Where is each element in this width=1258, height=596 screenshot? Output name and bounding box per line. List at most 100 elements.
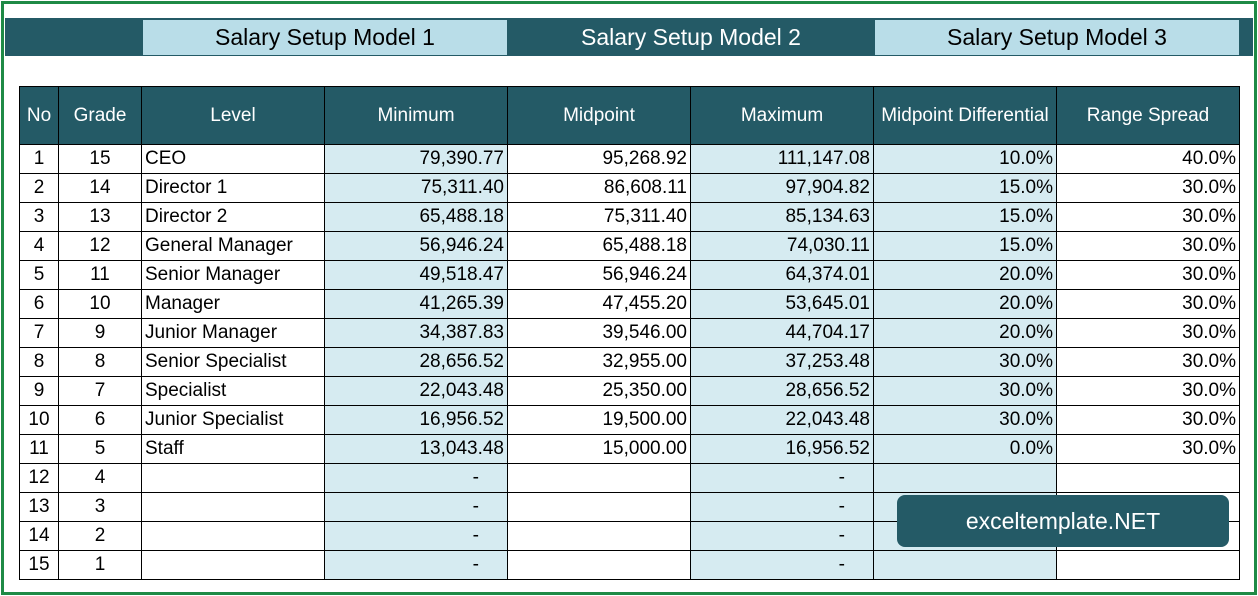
- cell-maximum[interactable]: 16,956.52: [690, 434, 874, 464]
- cell-grade[interactable]: 9: [58, 318, 142, 348]
- cell-grade[interactable]: 6: [58, 405, 142, 435]
- cell-minimum[interactable]: 16,956.52: [324, 405, 508, 435]
- cell-range-spread[interactable]: 30.0%: [1056, 202, 1240, 232]
- cell-no[interactable]: 7: [19, 318, 59, 348]
- cell-minimum[interactable]: 34,387.83: [324, 318, 508, 348]
- cell-midpoint-differential[interactable]: 15.0%: [873, 202, 1057, 232]
- cell-grade[interactable]: 3: [58, 492, 142, 522]
- cell-grade[interactable]: 7: [58, 376, 142, 406]
- cell-grade[interactable]: 2: [58, 521, 142, 551]
- cell-range-spread[interactable]: [1056, 550, 1240, 580]
- cell-midpoint[interactable]: 19,500.00: [507, 405, 691, 435]
- cell-no[interactable]: 4: [19, 231, 59, 261]
- cell-minimum[interactable]: 79,390.77: [324, 144, 508, 174]
- cell-level[interactable]: Junior Manager: [141, 318, 325, 348]
- cell-midpoint[interactable]: [507, 463, 691, 493]
- cell-midpoint[interactable]: 25,350.00: [507, 376, 691, 406]
- cell-range-spread[interactable]: 30.0%: [1056, 318, 1240, 348]
- cell-level[interactable]: Manager: [141, 289, 325, 319]
- cell-midpoint-differential[interactable]: 30.0%: [873, 405, 1057, 435]
- cell-range-spread[interactable]: 30.0%: [1056, 376, 1240, 406]
- cell-grade[interactable]: 8: [58, 347, 142, 377]
- cell-maximum[interactable]: 111,147.08: [690, 144, 874, 174]
- cell-no[interactable]: 9: [19, 376, 59, 406]
- cell-maximum[interactable]: -: [690, 492, 874, 522]
- cell-grade[interactable]: 1: [58, 550, 142, 580]
- cell-midpoint-differential[interactable]: [873, 550, 1057, 580]
- cell-level[interactable]: [141, 521, 325, 551]
- cell-maximum[interactable]: -: [690, 550, 874, 580]
- cell-midpoint[interactable]: 65,488.18: [507, 231, 691, 261]
- cell-maximum[interactable]: -: [690, 521, 874, 551]
- cell-midpoint-differential[interactable]: 30.0%: [873, 347, 1057, 377]
- cell-range-spread[interactable]: 30.0%: [1056, 405, 1240, 435]
- cell-no[interactable]: 12: [19, 463, 59, 493]
- cell-level[interactable]: Junior Specialist: [141, 405, 325, 435]
- cell-minimum[interactable]: 22,043.48: [324, 376, 508, 406]
- cell-maximum[interactable]: 53,645.01: [690, 289, 874, 319]
- cell-minimum[interactable]: -: [324, 463, 508, 493]
- cell-midpoint[interactable]: 32,955.00: [507, 347, 691, 377]
- cell-level[interactable]: [141, 550, 325, 580]
- cell-maximum[interactable]: 28,656.52: [690, 376, 874, 406]
- cell-level[interactable]: [141, 463, 325, 493]
- tab-salary-setup-model-3[interactable]: Salary Setup Model 3: [875, 20, 1239, 55]
- cell-minimum[interactable]: -: [324, 521, 508, 551]
- tab-salary-setup-model-2[interactable]: Salary Setup Model 2: [508, 20, 874, 55]
- cell-no[interactable]: 6: [19, 289, 59, 319]
- cell-range-spread[interactable]: 40.0%: [1056, 144, 1240, 174]
- cell-midpoint[interactable]: [507, 550, 691, 580]
- cell-range-spread[interactable]: [1056, 463, 1240, 493]
- cell-no[interactable]: 1: [19, 144, 59, 174]
- cell-level[interactable]: Specialist: [141, 376, 325, 406]
- cell-midpoint[interactable]: 86,608.11: [507, 173, 691, 203]
- cell-no[interactable]: 14: [19, 521, 59, 551]
- cell-level[interactable]: Director 2: [141, 202, 325, 232]
- cell-level[interactable]: Staff: [141, 434, 325, 464]
- cell-range-spread[interactable]: 30.0%: [1056, 434, 1240, 464]
- cell-maximum[interactable]: 22,043.48: [690, 405, 874, 435]
- cell-midpoint-differential[interactable]: 0.0%: [873, 434, 1057, 464]
- cell-level[interactable]: General Manager: [141, 231, 325, 261]
- cell-midpoint-differential[interactable]: 20.0%: [873, 318, 1057, 348]
- cell-no[interactable]: 2: [19, 173, 59, 203]
- cell-minimum[interactable]: 75,311.40: [324, 173, 508, 203]
- cell-minimum[interactable]: -: [324, 492, 508, 522]
- cell-level[interactable]: Director 1: [141, 173, 325, 203]
- cell-minimum[interactable]: 65,488.18: [324, 202, 508, 232]
- cell-midpoint-differential[interactable]: 10.0%: [873, 144, 1057, 174]
- cell-maximum[interactable]: 97,904.82: [690, 173, 874, 203]
- cell-maximum[interactable]: 37,253.48: [690, 347, 874, 377]
- cell-grade[interactable]: 14: [58, 173, 142, 203]
- cell-midpoint[interactable]: 39,546.00: [507, 318, 691, 348]
- cell-midpoint-differential[interactable]: 15.0%: [873, 173, 1057, 203]
- cell-level[interactable]: CEO: [141, 144, 325, 174]
- cell-maximum[interactable]: 44,704.17: [690, 318, 874, 348]
- cell-grade[interactable]: 13: [58, 202, 142, 232]
- cell-midpoint-differential[interactable]: 30.0%: [873, 376, 1057, 406]
- cell-midpoint[interactable]: 15,000.00: [507, 434, 691, 464]
- cell-level[interactable]: Senior Manager: [141, 260, 325, 290]
- cell-grade[interactable]: 4: [58, 463, 142, 493]
- cell-midpoint-differential[interactable]: 15.0%: [873, 231, 1057, 261]
- cell-minimum[interactable]: 28,656.52: [324, 347, 508, 377]
- cell-midpoint[interactable]: [507, 521, 691, 551]
- cell-midpoint[interactable]: [507, 492, 691, 522]
- cell-no[interactable]: 3: [19, 202, 59, 232]
- cell-midpoint-differential[interactable]: 20.0%: [873, 289, 1057, 319]
- cell-minimum[interactable]: 56,946.24: [324, 231, 508, 261]
- cell-grade[interactable]: 5: [58, 434, 142, 464]
- cell-level[interactable]: [141, 492, 325, 522]
- cell-no[interactable]: 10: [19, 405, 59, 435]
- cell-maximum[interactable]: 74,030.11: [690, 231, 874, 261]
- cell-no[interactable]: 8: [19, 347, 59, 377]
- cell-grade[interactable]: 15: [58, 144, 142, 174]
- cell-range-spread[interactable]: 30.0%: [1056, 289, 1240, 319]
- cell-minimum[interactable]: 13,043.48: [324, 434, 508, 464]
- cell-minimum[interactable]: 49,518.47: [324, 260, 508, 290]
- cell-midpoint[interactable]: 75,311.40: [507, 202, 691, 232]
- cell-midpoint-differential[interactable]: 20.0%: [873, 260, 1057, 290]
- cell-grade[interactable]: 11: [58, 260, 142, 290]
- cell-midpoint[interactable]: 95,268.92: [507, 144, 691, 174]
- cell-no[interactable]: 11: [19, 434, 59, 464]
